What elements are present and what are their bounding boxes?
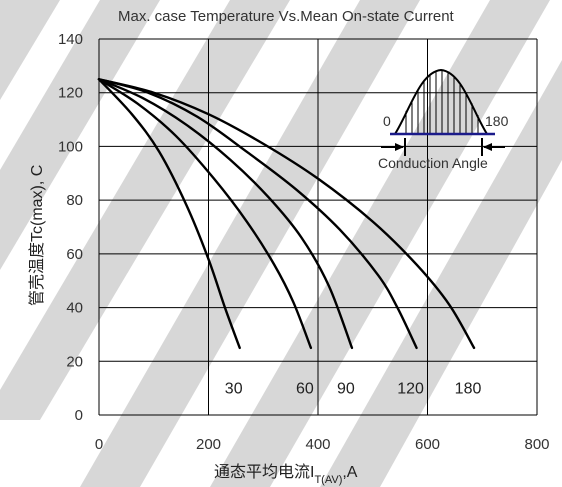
y-tick-0: 0 <box>75 407 83 424</box>
curve-label-180: 180 <box>455 381 482 398</box>
y-tick-60: 60 <box>66 246 83 263</box>
inset-left-arrowhead <box>395 143 404 151</box>
conduction-angle-inset: 0 180 Conduction Angle <box>378 68 509 171</box>
inset-right-arrowhead <box>483 143 492 151</box>
inset-180-label: 180 <box>485 113 509 129</box>
curve-label-30: 30 <box>225 381 243 398</box>
grid <box>98 38 538 416</box>
x-tick-800: 800 <box>524 436 549 453</box>
y-tick-100: 100 <box>58 138 83 155</box>
inset-zero-label: 0 <box>383 113 391 129</box>
curves <box>97 78 476 350</box>
curve-30 <box>97 78 241 350</box>
y-tick-80: 80 <box>66 192 83 209</box>
curve-labels: 30 60 90 120 180 <box>225 381 482 398</box>
curve-label-60: 60 <box>296 381 314 398</box>
x-tick-600: 600 <box>415 436 440 453</box>
curve-label-120: 120 <box>397 381 424 398</box>
curve-60 <box>97 78 313 350</box>
x-axis-label: 通态平均电流IT(AV),A <box>214 463 358 486</box>
x-tick-0: 0 <box>95 436 103 453</box>
y-tick-40: 40 <box>66 300 83 317</box>
y-tick-20: 20 <box>66 353 83 370</box>
curve-90 <box>97 78 354 350</box>
y-tick-120: 120 <box>58 85 83 102</box>
conduction-hatching <box>405 71 479 134</box>
x-tick-400: 400 <box>305 436 330 453</box>
y-axis-label: 管壳温度Tc(max), C <box>28 165 46 306</box>
y-tick-140: 140 <box>58 31 83 48</box>
half-sine-wave <box>394 68 488 135</box>
curve-label-90: 90 <box>337 381 355 398</box>
curve-120 <box>97 78 418 350</box>
inset-caption: Conduction Angle <box>378 155 488 171</box>
y-tick-labels: 0 20 40 60 80 100 120 140 <box>58 31 83 424</box>
chart-title: Max. case Temperature Vs.Mean On-state C… <box>118 8 455 25</box>
curve-180 <box>97 78 476 350</box>
x-tick-200: 200 <box>196 436 221 453</box>
x-tick-labels: 0 200 400 600 800 <box>95 436 550 453</box>
